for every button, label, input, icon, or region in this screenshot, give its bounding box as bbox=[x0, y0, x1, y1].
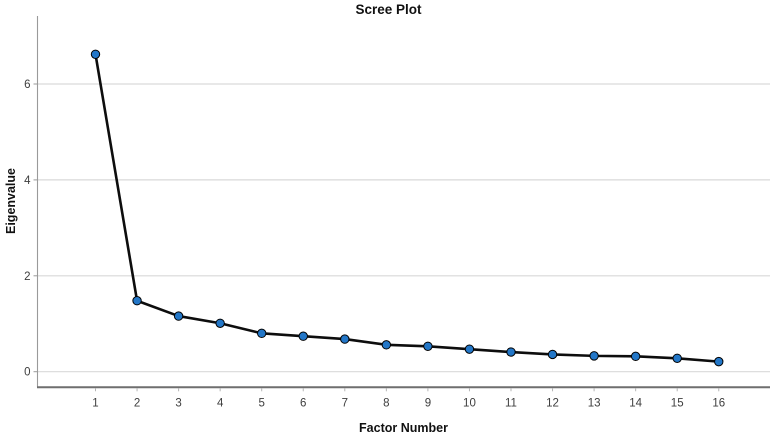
x-tick-label: 8 bbox=[383, 398, 389, 410]
x-tick-label: 3 bbox=[175, 398, 181, 410]
data-point bbox=[90, 49, 101, 59]
x-tick-label: 2 bbox=[134, 398, 140, 410]
chart-title: Scree Plot bbox=[355, 2, 422, 17]
x-tick-label: 15 bbox=[671, 398, 684, 410]
x-tick-label: 14 bbox=[629, 398, 642, 410]
x-tick-label: 16 bbox=[712, 398, 725, 410]
data-point bbox=[340, 334, 350, 344]
x-tick-label: 5 bbox=[258, 398, 264, 410]
y-tick-label: 0 bbox=[24, 367, 30, 379]
data-point bbox=[714, 356, 724, 367]
data-point bbox=[132, 296, 142, 306]
series-line bbox=[94, 52, 721, 363]
y-tick-label: 2 bbox=[24, 271, 30, 283]
x-tick-label: 11 bbox=[505, 398, 517, 410]
data-point bbox=[464, 344, 475, 354]
x-tick-label: 9 bbox=[425, 398, 431, 410]
x-tick-label: 13 bbox=[588, 398, 601, 410]
x-tick-label: 10 bbox=[463, 398, 476, 410]
y-tick-label: 6 bbox=[24, 79, 30, 91]
data-point bbox=[630, 351, 641, 362]
data-point bbox=[672, 353, 682, 363]
data-point bbox=[215, 318, 225, 328]
y-tick-label: 4 bbox=[24, 175, 31, 187]
data-point bbox=[381, 340, 392, 350]
data-point bbox=[257, 328, 267, 339]
data-point bbox=[506, 347, 516, 357]
x-tick-label: 4 bbox=[217, 398, 224, 410]
x-tick-label: 1 bbox=[92, 398, 98, 410]
x-tick-label: 6 bbox=[300, 398, 306, 410]
data-point bbox=[173, 311, 184, 321]
data-point bbox=[298, 331, 308, 341]
data-point bbox=[589, 351, 599, 361]
data-point bbox=[423, 341, 433, 351]
x-axis-title: Factor Number bbox=[359, 421, 448, 435]
x-tick-label: 7 bbox=[342, 398, 348, 410]
x-tick-label: 12 bbox=[546, 398, 559, 410]
data-point bbox=[547, 349, 558, 360]
